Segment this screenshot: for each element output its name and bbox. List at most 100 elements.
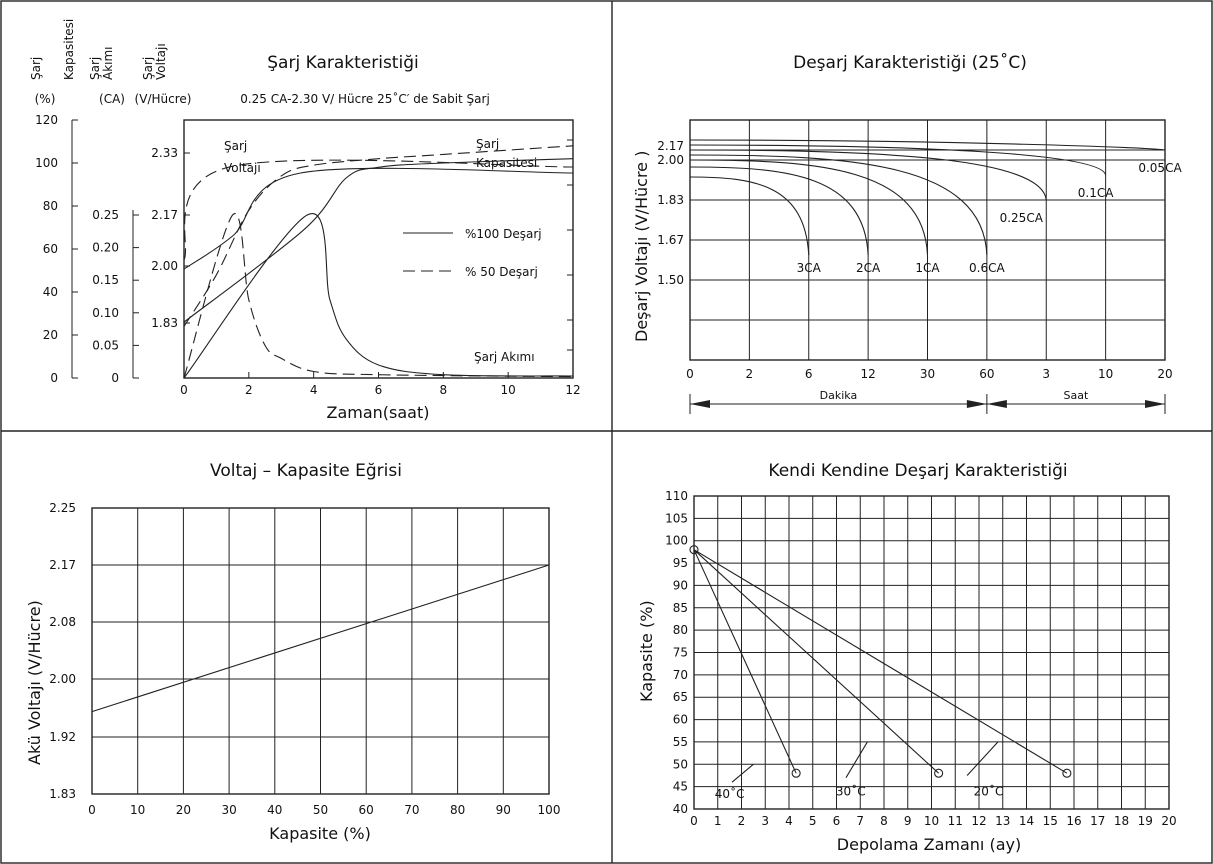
start-point-marker <box>689 545 699 555</box>
temperature-label: 40˚C <box>715 786 745 801</box>
current-tick-label: 0.20 <box>92 241 119 255</box>
y-axis-title: Kapasite (%) <box>637 600 656 702</box>
x-tick-label: 6 <box>805 367 813 381</box>
time-unit-ranges: Dakika Saat <box>689 389 1166 414</box>
self-discharge-line-30˚C <box>693 549 939 774</box>
voltage-axis-label-line2: Voltajı <box>154 43 168 80</box>
current-dashed-curve <box>183 213 574 379</box>
x-tick-label: 15 <box>1043 814 1058 828</box>
discharge-curve-label: 0.05CA <box>1138 161 1182 175</box>
y-tick-label: 70 <box>673 668 688 682</box>
current-tick-label: 0.10 <box>92 306 119 320</box>
annotation-charge-current: Şarj Akımı <box>474 350 535 364</box>
y-tick-label: 95 <box>673 556 688 570</box>
range-arrow-right <box>1145 400 1165 408</box>
range-arrow-mid-right <box>986 400 1007 408</box>
x-axis-title: Kapasite (%) <box>269 824 371 843</box>
x-tick-label: 30 <box>920 367 935 381</box>
discharge-curve-label: 0.25CA <box>1000 211 1044 225</box>
temperature-arrow <box>845 741 868 778</box>
voltage-tick-label: 2.00 <box>151 259 178 273</box>
x-tick-label: 13 <box>995 814 1010 828</box>
x-tick-label: 9 <box>904 814 912 828</box>
current-solid-curve <box>183 212 574 379</box>
y-tick-label: 45 <box>673 780 688 794</box>
discharge-curves: 3CA 2CA 1CA 0.6CA 0.25CA 0.1CA 0.05CA <box>689 139 1182 275</box>
discharge-curve-3CA <box>689 176 810 256</box>
capacity-axis-label-line1: Şarj <box>29 57 43 80</box>
x-tick-label: 7 <box>856 814 864 828</box>
x-tick-label: 20 <box>1157 367 1172 381</box>
discharge-curve-2CA <box>689 166 869 256</box>
chart-title: Voltaj – Kapasite Eğrisi <box>210 461 402 481</box>
capacity-tick-label: 100 <box>35 156 58 170</box>
x-tick-label: 3 <box>1042 367 1050 381</box>
discharge-curve-label: 0.1CA <box>1078 186 1114 200</box>
discharge-curve-0.6CA <box>689 154 988 256</box>
chart-title: Deşarj Karakteristiği (25˚C) <box>793 52 1027 73</box>
y-tick-label: 2.00 <box>657 153 684 167</box>
x-axis-title: Zaman(saat) <box>327 403 430 422</box>
x-tick-label: 50 <box>313 803 328 817</box>
y-tick-label: 1.50 <box>657 273 684 287</box>
x-tick-label: 20 <box>1161 814 1176 828</box>
x-tick-label: 10 <box>130 803 145 817</box>
x-tick-label: 70 <box>404 803 419 817</box>
discharge-curve-0.25CA <box>689 149 1047 201</box>
discharge-curve-1CA <box>689 159 929 256</box>
x-tick-label: 40 <box>267 803 282 817</box>
x-tick-label: 12 <box>971 814 986 828</box>
voltage-axis-unit: (V/Hücre) <box>135 92 192 106</box>
x-tick-label: 20 <box>176 803 191 817</box>
x-tick-label: 12 <box>565 383 580 397</box>
capacity-tick-label: 0 <box>50 371 58 385</box>
y-tick-label: 2.17 <box>657 139 684 153</box>
x-tick-label: 16 <box>1066 814 1081 828</box>
x-tick-label: 10 <box>924 814 939 828</box>
voltage-tick-label: 2.17 <box>151 208 178 222</box>
y-tick-label: 80 <box>673 623 688 637</box>
y-axis-title: Akü Voltajı (V/Hücre) <box>25 600 44 765</box>
capacity-solid-curve <box>183 158 574 323</box>
y-tick-label: 2.08 <box>49 615 76 629</box>
range-label-minutes: Dakika <box>820 389 858 402</box>
voltage-capacity-grid <box>92 508 549 794</box>
range-label-hours: Saat <box>1064 389 1089 402</box>
x-tick-label: 3 <box>761 814 769 828</box>
capacity-tick-label: 60 <box>43 242 58 256</box>
x-tick-label: 8 <box>880 814 888 828</box>
discharge-curve-label: 3CA <box>797 261 822 275</box>
y-axis-title: Deşarj Voltajı (V/Hücre ) <box>632 151 651 342</box>
y-tick-label: 1.67 <box>657 233 684 247</box>
discharge-curve-0.05CA <box>689 139 1166 151</box>
end-point-marker <box>1062 768 1072 778</box>
range-arrow-left <box>690 400 710 408</box>
annotation-charge-voltage-1: Şarj <box>224 139 247 153</box>
x-tick-label: 4 <box>785 814 793 828</box>
discharge-characteristics-chart: Deşarj Karakteristiği (25˚C) Deşarj Volt… <box>632 52 1182 414</box>
charge-characteristics-chart: Şarj Karakteristiği 0.25 CA-2.30 V/ Hücr… <box>29 19 581 422</box>
voltage-tick-label: 2.33 <box>151 146 178 160</box>
y-tick-label: 100 <box>665 534 688 548</box>
y-tick-label: 50 <box>673 757 688 771</box>
annotation-charge-capacity-1: Şarj <box>476 137 499 151</box>
voltage-capacity-ticks: 2.25 2.17 2.08 2.00 1.92 1.83 0 10 20 30 40 50 60 70 8… <box>49 501 560 817</box>
voltage-axis-label-line1: Şarj <box>141 57 155 80</box>
annotation-charge-capacity-2: Kapasitesi <box>476 156 537 170</box>
x-tick-label: 17 <box>1090 814 1105 828</box>
x-tick-label: 90 <box>496 803 511 817</box>
capacity-tick-label: 120 <box>35 113 58 127</box>
voltage-tick-label: 1.83 <box>151 316 178 330</box>
current-tick-label: 0.05 <box>92 338 119 352</box>
x-tick-label: 100 <box>538 803 561 817</box>
end-point-marker <box>934 768 944 778</box>
discharge-curve-label: 1CA <box>915 261 940 275</box>
current-axis-label-line2: Akımı <box>101 46 115 80</box>
capacity-axis-label-line2: Kapasitesi <box>62 19 76 80</box>
self-discharge-grid <box>694 496 1169 809</box>
x-tick-label: 12 <box>860 367 875 381</box>
x-tick-label: 80 <box>450 803 465 817</box>
x-tick-label: 60 <box>979 367 994 381</box>
temperature-label: 30˚C <box>836 784 866 799</box>
